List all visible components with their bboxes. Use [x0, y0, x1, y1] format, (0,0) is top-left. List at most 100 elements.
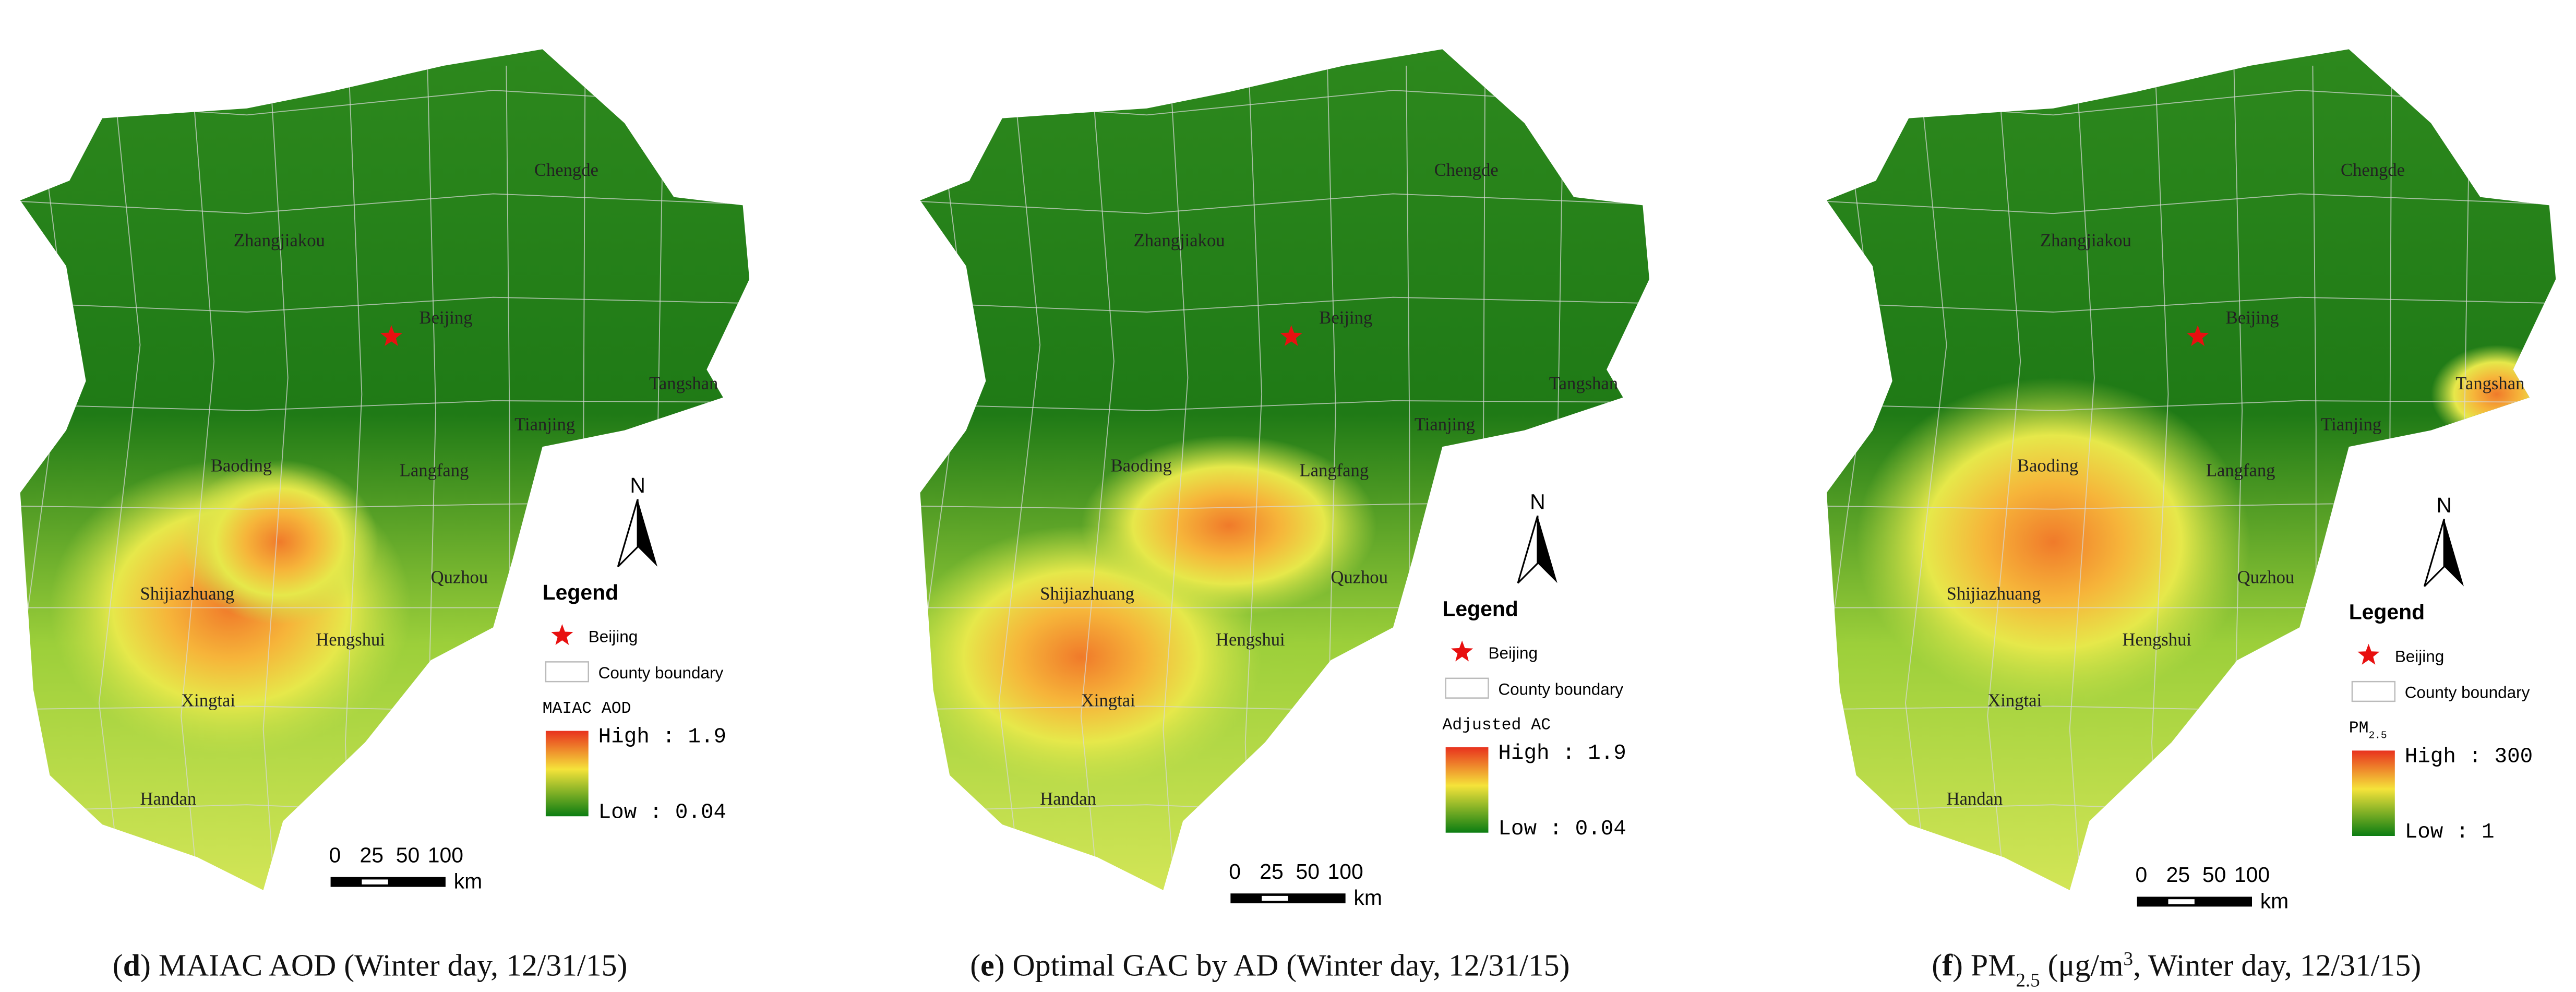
county-boundary	[1826, 400, 2556, 411]
caption-part: e	[980, 948, 995, 983]
city-label: Chengde	[2341, 160, 2405, 180]
county-boundary	[1826, 296, 2556, 313]
city-label: Beijing	[420, 308, 473, 328]
city-label: Quzhou	[431, 567, 488, 587]
beijing-star	[380, 325, 403, 346]
scale-label: 50	[396, 843, 420, 867]
legend-high: High : 1.9	[598, 725, 726, 749]
layer-title: Adjusted AC	[1442, 716, 1551, 734]
city-label: Tangshan	[1549, 374, 1618, 393]
caption-part: (	[1932, 948, 1942, 983]
county-boundary	[920, 400, 1649, 411]
city-label: Langfang	[2206, 461, 2275, 481]
map	[1826, 49, 2556, 890]
county-boundary	[1163, 65, 1189, 890]
scale-label: 100	[428, 843, 463, 867]
county-boundary	[1080, 65, 1115, 890]
county-boundary	[181, 65, 215, 890]
city-label: Zhangjiakou	[1134, 231, 1225, 250]
city-label: Langfang	[1300, 461, 1369, 481]
city-label: Hengshui	[1216, 630, 1285, 650]
county-boundary	[920, 296, 1649, 313]
city-label: Hengshui	[2122, 630, 2191, 650]
scale-unit: km	[1353, 886, 1382, 910]
caption-part: 2.5	[2016, 970, 2040, 991]
map	[20, 49, 750, 890]
scale-label: 100	[2234, 863, 2270, 887]
legend-star	[2357, 643, 2380, 665]
scale-label: 100	[1328, 859, 1363, 883]
scale-segment	[362, 879, 388, 885]
legend-high: High : 1.9	[1498, 742, 1626, 766]
legend: N Legend Beijing County boundary MAIAC AOD Hi…	[543, 473, 726, 824]
scale-label: 25	[2166, 863, 2190, 887]
city-label: Tangshan	[649, 374, 718, 393]
legend-box	[545, 661, 589, 683]
legend-low: Low : 0.04	[1498, 817, 1626, 841]
city-label: Handan	[1040, 789, 1096, 809]
north-arrow	[617, 499, 639, 567]
city-label: Shijiazhuang	[1040, 584, 1134, 604]
city-label: Quzhou	[2237, 567, 2295, 587]
color-bar	[1445, 747, 1489, 833]
legend-item: Beijing	[2395, 647, 2444, 665]
city-label: Chengde	[534, 160, 598, 180]
caption-part: (μg/m	[2040, 948, 2124, 983]
caption-part: , Winter day, 12/31/15)	[2133, 948, 2421, 983]
legend-item: County boundary	[2405, 684, 2530, 702]
hotspot	[1081, 435, 1377, 616]
city-label: Zhangjiakou	[2040, 231, 2131, 250]
county-boundary	[1826, 193, 2556, 214]
beijing-star	[2187, 325, 2209, 346]
legend-low: Low : 0.04	[598, 800, 726, 824]
layer-title: PM2.5	[2349, 720, 2387, 742]
legend-star	[1451, 640, 1473, 662]
city-label: Tangshan	[2455, 374, 2524, 393]
city-label: Quzhou	[1331, 567, 1388, 587]
county-boundary	[262, 65, 289, 890]
county-boundary	[1904, 65, 1947, 890]
beijing-star	[1280, 325, 1302, 346]
county-boundary	[20, 193, 750, 214]
scale-label: 50	[1296, 859, 1320, 883]
scale-label: 25	[1260, 859, 1284, 883]
city-label: Handan	[140, 789, 197, 809]
map-panel: Chengde Zhangjiakou Beijing Tangshan Tianjin…	[20, 49, 750, 983]
legend-title: Legend	[2349, 600, 2425, 624]
scale-segment	[1262, 895, 1288, 901]
layer-title-part: 2.5	[2368, 730, 2387, 742]
caption-part: (	[113, 948, 123, 983]
county-boundary	[98, 65, 141, 890]
city-label: Xingtai	[1081, 690, 1135, 710]
caption-part: ) MAIAC AOD (Winter day, 12/31/15)	[140, 948, 627, 983]
legend-box	[1445, 677, 1489, 699]
legend-item: Beijing	[1488, 644, 1537, 662]
city-label: Handan	[1947, 789, 2003, 809]
legend-title: Legend	[1442, 596, 1518, 620]
north-arrow	[2444, 519, 2464, 587]
terrain	[20, 49, 750, 890]
scale-segment	[2168, 899, 2195, 904]
legend-low: Low : 1	[2405, 820, 2495, 844]
scale-label: 0	[2136, 863, 2148, 887]
legend-high: High : 300	[2405, 745, 2533, 769]
city-label: Xingtai	[1987, 690, 2042, 710]
layer-title-part: PM	[2349, 720, 2369, 738]
map	[920, 49, 1649, 890]
north-arrow	[638, 499, 657, 567]
legend-item: County boundary	[1498, 680, 1623, 698]
map-panel: Chengde Zhangjiakou Beijing Tangshan Tianjin…	[920, 49, 1649, 983]
scale-unit: km	[2260, 889, 2289, 913]
county-boundary	[1987, 65, 2021, 890]
hotspot	[1856, 377, 2250, 707]
city-label: Xingtai	[181, 690, 235, 710]
city-label: Zhangjiakou	[234, 231, 325, 250]
color-bar	[545, 731, 589, 817]
north-arrow	[1537, 516, 1557, 583]
city-label: Langfang	[400, 461, 469, 481]
scale-unit: km	[454, 869, 483, 893]
city-label: Hengshui	[316, 630, 385, 650]
